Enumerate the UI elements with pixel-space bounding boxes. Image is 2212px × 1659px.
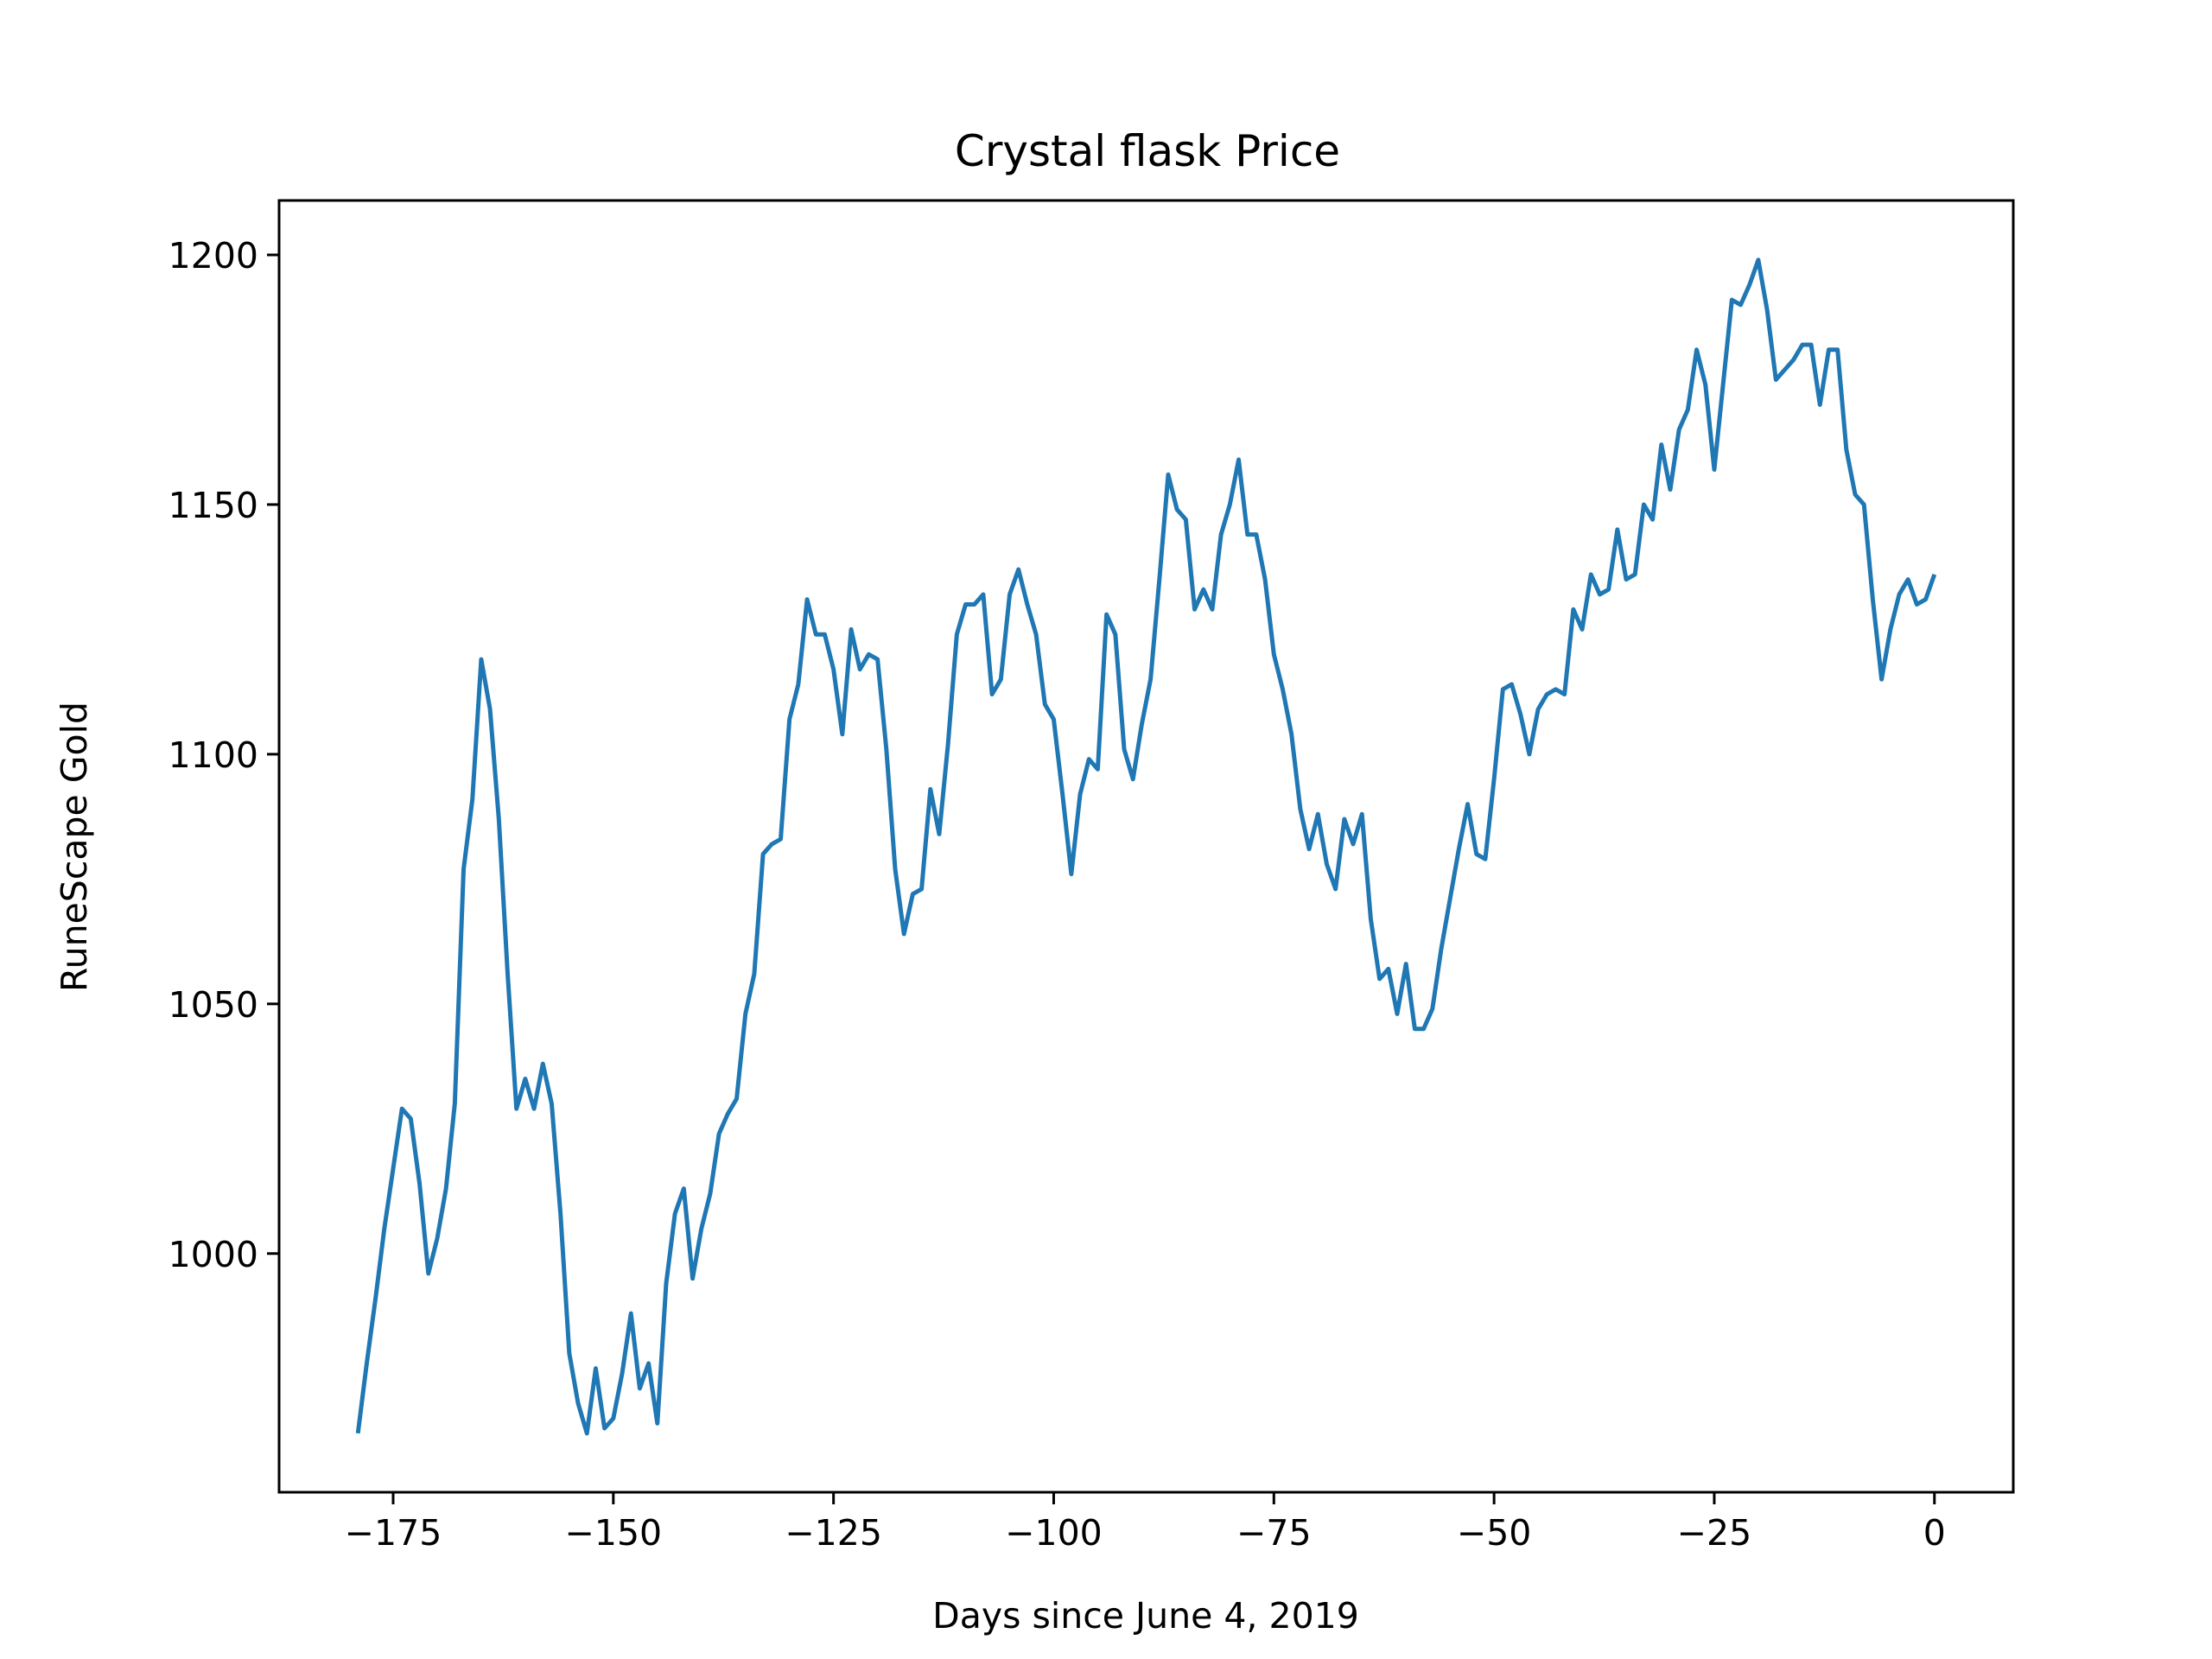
y-tick-label: 1050 xyxy=(168,984,258,1026)
x-tick-label: 0 xyxy=(1923,1512,1946,1554)
x-tick-label: −125 xyxy=(785,1512,882,1554)
series-line-0 xyxy=(355,257,1937,1436)
x-axis-label: Days since June 4, 2019 xyxy=(932,1595,1359,1637)
plot-area xyxy=(355,257,1937,1436)
y-axis-label: RuneScape Gold xyxy=(54,702,95,992)
y-tick-label: 1000 xyxy=(168,1234,258,1275)
y-tick-label: 1100 xyxy=(168,734,258,776)
x-axis-ticks: −175 −150 −125 −100 −75 −50 −25 0 xyxy=(345,1492,1946,1554)
x-tick-label: −25 xyxy=(1677,1512,1752,1554)
x-tick-label: −175 xyxy=(345,1512,442,1554)
chart-title: Crystal flask Price xyxy=(955,126,1340,176)
x-tick-label: −75 xyxy=(1236,1512,1312,1554)
y-tick-label: 1200 xyxy=(168,235,258,276)
plot-frame xyxy=(277,199,2015,1494)
x-tick-label: −50 xyxy=(1457,1512,1532,1554)
y-tick-label: 1150 xyxy=(168,485,258,526)
x-tick-label: −150 xyxy=(565,1512,663,1554)
y-axis-ticks: 1000 1050 1100 1150 1200 xyxy=(168,235,279,1275)
x-tick-label: −100 xyxy=(1005,1512,1103,1554)
